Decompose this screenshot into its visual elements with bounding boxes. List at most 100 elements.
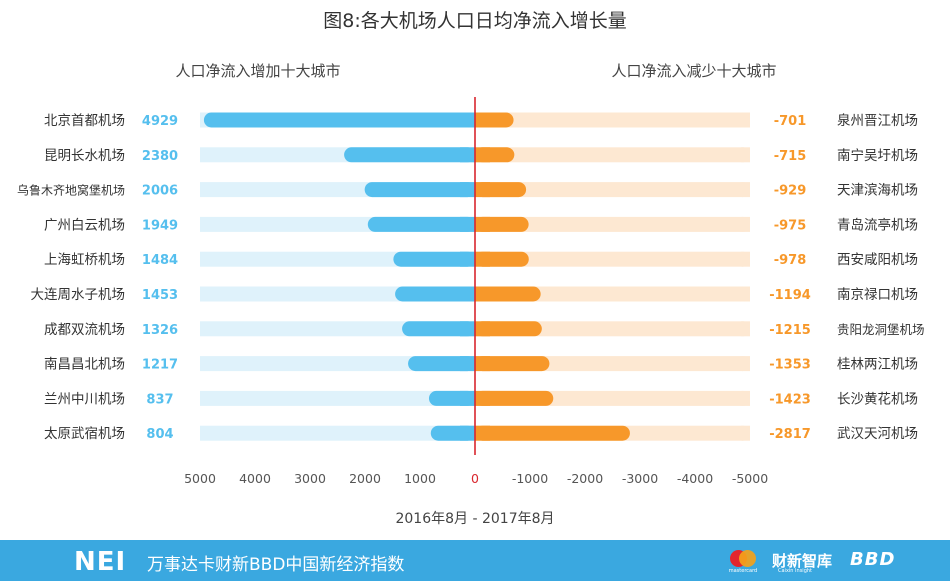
footer-bar: NEI 万事达卡财新BBD中国新经济指数 mastercard 财新智库 Cai… xyxy=(0,540,950,581)
decrease-track xyxy=(475,112,750,128)
increase-bar-base xyxy=(460,112,475,128)
decrease-category-label: 长沙黄花机场 xyxy=(837,391,918,407)
decrease-value-label: -1194 xyxy=(769,288,811,303)
x-tick-label: 4000 xyxy=(239,471,271,486)
nei-logo: NEI xyxy=(74,547,127,577)
increase-track xyxy=(200,425,475,441)
increase-value-label: 1484 xyxy=(142,253,178,268)
decrease-track-cap xyxy=(735,425,750,441)
decrease-track-cap xyxy=(735,356,750,372)
left-subtitle: 人口净流入增加十大城市 xyxy=(175,62,340,80)
decrease-bar-base xyxy=(475,182,490,198)
x-axis-label: 2016年8月 - 2017年8月 xyxy=(395,511,554,527)
footer-index-name: 万事达卡财新BBD中国新经济指数 xyxy=(147,555,405,575)
increase-value-label: 1949 xyxy=(142,218,178,233)
decrease-value-label: -715 xyxy=(774,149,807,164)
decrease-category-label: 南京禄口机场 xyxy=(837,287,918,303)
increase-bar-base xyxy=(460,216,475,232)
x-tick-label: -4000 xyxy=(677,471,713,486)
decrease-category-label: 西安咸阳机场 xyxy=(837,252,918,268)
x-tick-label: 0 xyxy=(471,471,479,486)
chart-title: 图8:各大机场人口日均净流入增长量 xyxy=(323,10,627,32)
decrease-track-cap xyxy=(735,390,750,406)
x-tick-label: -1000 xyxy=(512,471,548,486)
increase-bar xyxy=(364,182,475,198)
decrease-bar-base xyxy=(475,112,490,128)
x-axis-ticks: 5000 4000 3000 2000 1000 0 -1000 -2000 -3000 -400… xyxy=(184,471,768,486)
decrease-bar-base xyxy=(475,356,490,372)
decrease-value-label: -929 xyxy=(774,184,807,199)
increase-value-label: 1326 xyxy=(142,323,178,338)
x-tick-label: 5000 xyxy=(184,471,216,486)
decrease-value-label: -1353 xyxy=(769,358,811,373)
mastercard-logo: mastercard xyxy=(728,546,758,576)
decrease-bar-base xyxy=(475,251,490,267)
decrease-track xyxy=(475,321,750,337)
increase-value-label: 2006 xyxy=(142,184,178,199)
increase-category-label: 上海虹桥机场 xyxy=(44,252,125,268)
decrease-category-label: 南宁吴圩机场 xyxy=(837,147,918,164)
decrease-track-cap xyxy=(735,112,750,128)
increase-bar xyxy=(367,216,475,232)
increase-category-label: 昆明长水机场 xyxy=(44,148,125,164)
increase-bar-base xyxy=(460,182,475,198)
x-tick-label: -5000 xyxy=(732,471,768,486)
increase-category-label: 南昌昌北机场 xyxy=(44,357,125,373)
decrease-value-label: -701 xyxy=(774,114,807,129)
decrease-value-label: -2817 xyxy=(769,427,811,442)
right-subtitle: 人口净流入减少十大城市 xyxy=(611,62,776,80)
decrease-track xyxy=(475,216,750,232)
increase-bar xyxy=(344,147,475,163)
increase-value-label: 4929 xyxy=(142,114,178,129)
increase-bar-base xyxy=(460,390,475,406)
airport-net-inflow-chart: 图8:各大机场人口日均净流入增长量 人口净流入增加十大城市 人口净流入减少十大城… xyxy=(17,10,925,527)
decrease-track xyxy=(475,147,750,163)
x-tick-label: 1000 xyxy=(404,471,436,486)
increase-value-label: 804 xyxy=(146,427,173,442)
increase-category-label: 广州白云机场 xyxy=(44,217,125,233)
decrease-category-label: 天津滨海机场 xyxy=(837,183,918,199)
decrease-track-cap xyxy=(735,321,750,337)
bars-group xyxy=(203,112,630,441)
decrease-bar-base xyxy=(475,321,490,337)
x-tick-label: -2000 xyxy=(567,471,603,486)
decrease-track xyxy=(475,182,750,198)
increase-value-label: 1453 xyxy=(142,288,178,303)
decrease-value-label: -1423 xyxy=(769,392,811,407)
increase-value-label: 837 xyxy=(146,392,173,407)
increase-bar xyxy=(203,112,475,128)
decrease-track-cap xyxy=(735,182,750,198)
increase-category-label: 北京首都机场 xyxy=(44,113,125,129)
increase-value-label: 2380 xyxy=(142,149,178,164)
caixin-insight-logo: 财新智库 xyxy=(772,552,833,570)
decrease-bar xyxy=(475,321,542,337)
increase-bar-base xyxy=(460,321,475,337)
increase-category-label: 成都双流机场 xyxy=(44,322,125,338)
decrease-bar xyxy=(475,425,630,441)
mastercard-caption: mastercard xyxy=(728,568,758,574)
decrease-track-cap xyxy=(735,251,750,267)
increase-bar-base xyxy=(460,286,475,302)
increase-bar xyxy=(408,356,475,372)
decrease-value-label: -975 xyxy=(774,218,807,233)
decrease-bar-base xyxy=(475,425,490,441)
increase-category-label: 乌鲁木齐地窝堡机场 xyxy=(17,183,125,198)
decrease-bar xyxy=(475,356,550,372)
decrease-category-label: 泉州晋江机场 xyxy=(837,112,918,129)
increase-category-label: 兰州中川机场 xyxy=(44,391,125,407)
increase-bar-base xyxy=(460,147,475,163)
increase-category-label: 太原武宿机场 xyxy=(44,425,125,442)
decrease-track-cap xyxy=(735,147,750,163)
decrease-track xyxy=(475,286,750,302)
x-tick-label: 2000 xyxy=(349,471,381,486)
decrease-category-label: 桂林两江机场 xyxy=(837,357,918,373)
increase-bar-base xyxy=(460,425,475,441)
decrease-track-cap xyxy=(735,216,750,232)
decrease-bar xyxy=(475,286,541,302)
increase-bar-base xyxy=(460,356,475,372)
decrease-category-label: 青岛流亭机场 xyxy=(837,216,918,233)
decrease-track xyxy=(475,251,750,267)
decrease-bar-base xyxy=(475,147,490,163)
increase-bar xyxy=(402,321,475,337)
